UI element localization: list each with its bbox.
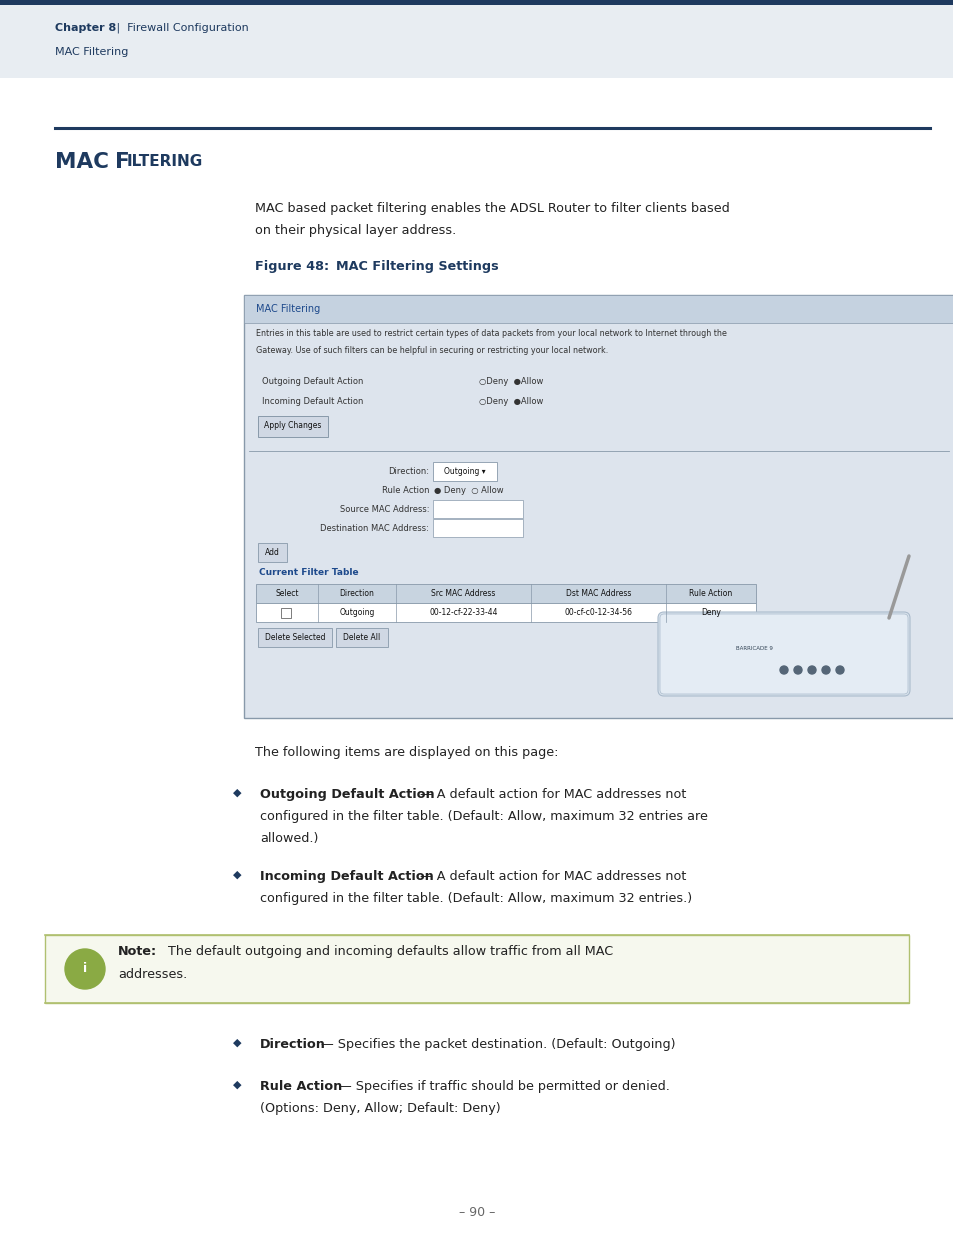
Text: MAC based packet filtering enables the ADSL Router to filter clients based: MAC based packet filtering enables the A… bbox=[254, 203, 729, 215]
Bar bbox=[244, 295, 953, 324]
Text: Direction: Direction bbox=[260, 1037, 326, 1051]
Text: BARRICADE 9: BARRICADE 9 bbox=[735, 646, 772, 651]
Text: 00-12-cf-22-33-44: 00-12-cf-22-33-44 bbox=[429, 608, 497, 618]
Text: allowed.): allowed.) bbox=[260, 832, 318, 845]
Text: Add: Add bbox=[265, 547, 279, 557]
Text: Direction: Direction bbox=[339, 589, 374, 598]
FancyBboxPatch shape bbox=[658, 613, 909, 697]
Text: F: F bbox=[115, 152, 130, 172]
Text: — A default action for MAC addresses not: — A default action for MAC addresses not bbox=[416, 869, 685, 883]
Circle shape bbox=[793, 666, 801, 674]
Text: — Specifies if traffic should be permitted or denied.: — Specifies if traffic should be permitt… bbox=[335, 1079, 669, 1093]
Text: ◆: ◆ bbox=[233, 869, 241, 881]
Text: Direction:: Direction: bbox=[388, 467, 429, 475]
Text: ILTERING: ILTERING bbox=[127, 154, 203, 169]
Text: The default outgoing and incoming defaults allow traffic from all MAC: The default outgoing and incoming defaul… bbox=[164, 945, 613, 958]
Text: configured in the filter table. (Default: Allow, maximum 32 entries are: configured in the filter table. (Default… bbox=[260, 810, 707, 823]
Circle shape bbox=[821, 666, 829, 674]
Text: Delete All: Delete All bbox=[343, 632, 380, 641]
Text: (Options: Deny, Allow; Default: Deny): (Options: Deny, Allow; Default: Deny) bbox=[260, 1102, 500, 1115]
Text: Apply Changes: Apply Changes bbox=[264, 421, 321, 431]
FancyBboxPatch shape bbox=[433, 462, 497, 480]
Text: ○Deny  ●Allow: ○Deny ●Allow bbox=[478, 377, 543, 385]
Text: Chapter 8: Chapter 8 bbox=[55, 23, 116, 33]
Text: Src MAC Address: Src MAC Address bbox=[431, 589, 496, 598]
Circle shape bbox=[835, 666, 843, 674]
Text: Outgoing Default Action: Outgoing Default Action bbox=[260, 788, 435, 802]
Text: MAC: MAC bbox=[55, 152, 116, 172]
Text: Deny: Deny bbox=[700, 608, 720, 618]
Bar bbox=[255, 603, 755, 622]
Bar bbox=[244, 295, 953, 718]
Text: MAC Filtering Settings: MAC Filtering Settings bbox=[327, 261, 498, 273]
Bar bbox=[0, 0, 953, 78]
Bar bbox=[0, 0, 953, 5]
Text: Delete Selected: Delete Selected bbox=[265, 632, 325, 641]
Text: Gateway. Use of such filters can be helpful in securing or restricting your loca: Gateway. Use of such filters can be help… bbox=[255, 346, 608, 354]
Text: i: i bbox=[83, 962, 87, 976]
Text: – 90 –: – 90 – bbox=[458, 1207, 495, 1219]
Text: |  Firewall Configuration: | Firewall Configuration bbox=[112, 22, 249, 33]
Text: Destination MAC Address:: Destination MAC Address: bbox=[320, 524, 429, 532]
Text: MAC Filtering: MAC Filtering bbox=[55, 47, 129, 57]
Text: Source MAC Address:: Source MAC Address: bbox=[339, 505, 429, 514]
Text: Rule Action: Rule Action bbox=[260, 1079, 342, 1093]
Text: — Specifies the packet destination. (Default: Outgoing): — Specifies the packet destination. (Def… bbox=[316, 1037, 675, 1051]
Text: addresses.: addresses. bbox=[118, 968, 187, 981]
FancyBboxPatch shape bbox=[659, 614, 907, 694]
Text: MAC Filtering: MAC Filtering bbox=[255, 304, 320, 314]
Text: Outgoing Default Action: Outgoing Default Action bbox=[262, 377, 363, 385]
Text: Dst MAC Address: Dst MAC Address bbox=[565, 589, 631, 598]
Text: on their physical layer address.: on their physical layer address. bbox=[254, 224, 456, 237]
FancyBboxPatch shape bbox=[257, 416, 328, 437]
Text: ◆: ◆ bbox=[233, 1037, 241, 1049]
Text: — A default action for MAC addresses not: — A default action for MAC addresses not bbox=[416, 788, 685, 802]
Text: Outgoing ▾: Outgoing ▾ bbox=[444, 467, 485, 475]
Text: Note:: Note: bbox=[118, 945, 157, 958]
Circle shape bbox=[65, 948, 105, 989]
Text: Incoming Default Action: Incoming Default Action bbox=[262, 396, 363, 405]
FancyBboxPatch shape bbox=[433, 519, 522, 537]
FancyBboxPatch shape bbox=[257, 543, 287, 562]
Text: configured in the filter table. (Default: Allow, maximum 32 entries.): configured in the filter table. (Default… bbox=[260, 892, 691, 905]
FancyBboxPatch shape bbox=[335, 629, 388, 647]
Bar bbox=[45, 935, 908, 1003]
Bar bbox=[255, 584, 755, 603]
Text: Figure 48:: Figure 48: bbox=[254, 261, 329, 273]
Text: ○Deny  ●Allow: ○Deny ●Allow bbox=[478, 396, 543, 405]
Text: ● Deny  ○ Allow: ● Deny ○ Allow bbox=[434, 485, 503, 494]
Text: Incoming Default Action: Incoming Default Action bbox=[260, 869, 434, 883]
FancyBboxPatch shape bbox=[257, 629, 332, 647]
Text: Current Filter Table: Current Filter Table bbox=[258, 568, 358, 577]
Circle shape bbox=[807, 666, 815, 674]
Text: ◆: ◆ bbox=[233, 1079, 241, 1091]
Text: Select: Select bbox=[275, 589, 298, 598]
Bar bbox=[281, 608, 291, 618]
Text: ◆: ◆ bbox=[233, 788, 241, 798]
Text: The following items are displayed on this page:: The following items are displayed on thi… bbox=[254, 746, 558, 760]
Text: Rule Action: Rule Action bbox=[689, 589, 732, 598]
Text: Entries in this table are used to restrict certain types of data packets from yo: Entries in this table are used to restri… bbox=[255, 329, 726, 338]
Text: Outgoing: Outgoing bbox=[339, 608, 375, 618]
Circle shape bbox=[780, 666, 787, 674]
Text: 00-cf-c0-12-34-56: 00-cf-c0-12-34-56 bbox=[564, 608, 632, 618]
FancyBboxPatch shape bbox=[433, 500, 522, 517]
Text: Rule Action: Rule Action bbox=[381, 485, 429, 494]
